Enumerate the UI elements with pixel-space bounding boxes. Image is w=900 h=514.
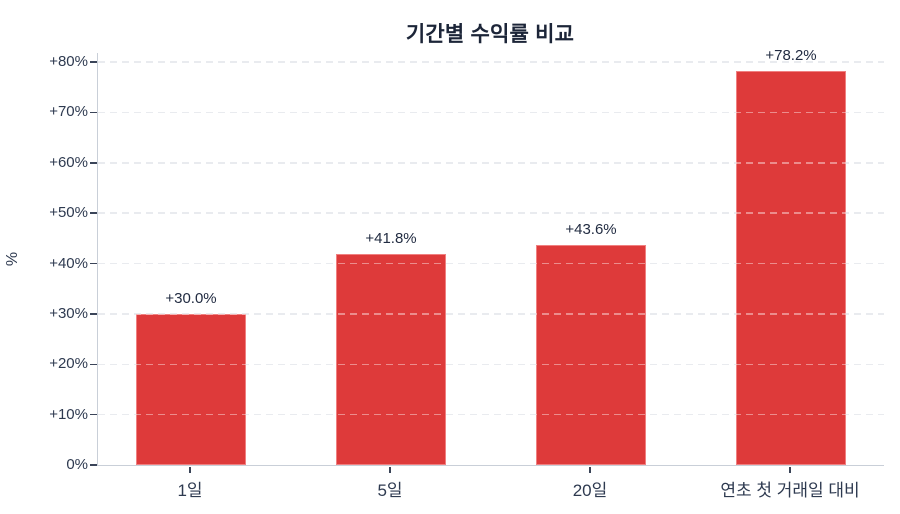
bar-value-label: +41.8% xyxy=(365,230,417,248)
y-tick-mark-+60% xyxy=(90,162,97,164)
y-tick-label: +70% xyxy=(49,103,88,121)
x-tick-label: 1일 xyxy=(177,481,203,500)
y-tick-label: +40% xyxy=(49,254,88,272)
bar-value-label: +30.0% xyxy=(165,289,217,307)
bar-1일 xyxy=(136,313,246,465)
y-tick-label: +60% xyxy=(49,153,88,171)
y-tick-label: +10% xyxy=(49,405,88,423)
plot-area: +30.0% +41.8% +43.6% +78.2% xyxy=(97,47,884,466)
y-tick-label: 0% xyxy=(66,456,88,473)
y-tick-mark-+50% xyxy=(90,212,97,214)
y-tick-label: +50% xyxy=(49,204,88,222)
y-tick-mark-0% xyxy=(90,464,97,466)
y-tick-mark-+80% xyxy=(90,61,97,63)
bar-20일 xyxy=(536,245,646,465)
x-tick-mark-20일 xyxy=(589,466,591,473)
bar-5일 xyxy=(336,254,446,465)
y-tick-mark-+10% xyxy=(90,413,97,416)
y-tick-mark-+70% xyxy=(90,111,97,114)
y-tick-label: +80% xyxy=(49,53,88,71)
chart-title: 기간별 수익률 비교 xyxy=(405,23,575,46)
y-tick-mark-+20% xyxy=(90,363,97,366)
y-tick-mark-+30% xyxy=(90,313,97,315)
y-tick-mark-+40% xyxy=(90,262,97,265)
y-tick-label: +30% xyxy=(49,304,88,322)
bar-value-label: +78.2% xyxy=(765,47,817,65)
x-tick-mark-1일 xyxy=(189,466,191,473)
bar-연초 첫 거래일 대비 xyxy=(736,71,846,465)
bar-value-label: +43.6% xyxy=(565,221,617,239)
x-tick-label: 연초 첫 거래일 대비 xyxy=(720,481,860,500)
x-tick-label: 20일 xyxy=(572,481,608,500)
x-tick-mark-5일 xyxy=(389,466,391,473)
x-tick-mark-연초 첫 거래일 대비 xyxy=(789,466,791,473)
x-tick-label: 5일 xyxy=(377,481,403,500)
y-tick-label: +20% xyxy=(49,355,88,373)
